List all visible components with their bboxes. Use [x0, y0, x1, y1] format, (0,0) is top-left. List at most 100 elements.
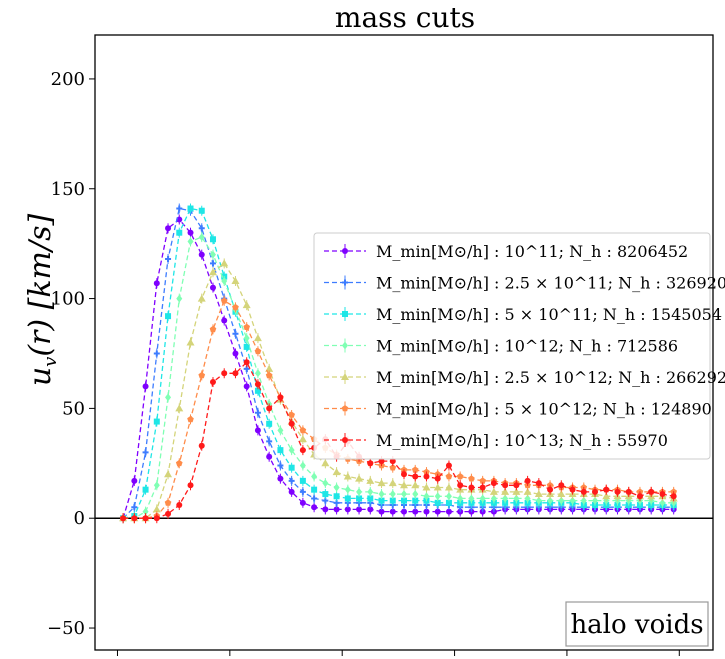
data-point — [400, 481, 408, 489]
data-point — [176, 229, 183, 236]
data-point — [535, 480, 542, 487]
data-point — [468, 475, 475, 482]
data-point — [243, 343, 250, 350]
data-point — [243, 334, 250, 343]
data-point — [524, 494, 531, 503]
series-path — [122, 207, 674, 519]
data-point — [342, 279, 348, 286]
data-point — [411, 481, 420, 489]
data-point — [176, 205, 183, 212]
data-point — [445, 462, 452, 469]
legend: M_min[M⊙/h] : 10^11; N_h : 8206452 M_min[… — [313, 232, 725, 460]
data-point — [378, 490, 385, 499]
data-point — [142, 515, 149, 522]
data-point — [547, 486, 554, 493]
data-point — [636, 493, 643, 500]
data-point — [322, 491, 329, 498]
data-point — [165, 313, 172, 320]
data-point — [356, 487, 363, 496]
data-point — [254, 409, 261, 416]
data-point — [187, 205, 194, 212]
data-point — [221, 277, 228, 285]
data-point — [342, 248, 348, 254]
data-point — [512, 487, 521, 495]
data-point — [434, 508, 441, 515]
data-point — [456, 473, 464, 480]
annotation-box: halo voids — [565, 601, 709, 647]
data-point — [253, 334, 262, 342]
data-point — [423, 508, 430, 515]
data-point — [411, 466, 419, 473]
data-point — [266, 438, 273, 445]
data-point — [502, 494, 509, 503]
data-point — [175, 459, 183, 467]
data-point — [299, 426, 307, 434]
data-point — [513, 494, 520, 503]
data-point — [659, 498, 666, 507]
data-point — [299, 461, 306, 470]
legend-label: M_min[M⊙/h] : 5 × 10^12; N_h : 124890 — [376, 400, 712, 419]
data-point — [221, 370, 228, 377]
data-point — [197, 294, 206, 302]
data-point — [592, 496, 599, 505]
data-point — [367, 506, 374, 513]
data-point — [614, 488, 621, 495]
data-point — [344, 485, 351, 494]
data-point — [232, 370, 239, 377]
data-point — [187, 415, 194, 423]
data-point — [254, 381, 261, 388]
data-point — [648, 488, 655, 495]
data-point — [333, 506, 340, 513]
data-point — [131, 504, 138, 511]
y-axis-label: uv(r) [km/s] — [23, 214, 61, 387]
data-point — [288, 464, 295, 471]
data-point — [254, 369, 261, 378]
data-point — [535, 496, 542, 505]
data-point — [220, 259, 229, 267]
data-point — [479, 484, 486, 491]
legend-label: M_min[M⊙/h] : 10^11; N_h : 8206452 — [376, 242, 688, 261]
data-point — [232, 350, 239, 357]
data-point — [342, 311, 348, 317]
data-point — [412, 508, 419, 515]
data-point — [401, 471, 407, 478]
data-point — [434, 492, 441, 501]
data-point — [434, 499, 441, 506]
y-tick-label: −50 — [47, 618, 85, 639]
data-point — [344, 506, 351, 513]
data-point — [187, 229, 194, 236]
data-point — [670, 493, 677, 500]
data-point — [389, 508, 396, 515]
legend-label: M_min[M⊙/h] : 5 × 10^11; N_h : 1545054 — [376, 305, 722, 324]
data-point — [175, 404, 184, 412]
data-point — [165, 510, 172, 517]
data-point — [243, 383, 250, 390]
data-point — [266, 453, 273, 460]
data-point — [311, 495, 318, 502]
data-point — [401, 497, 407, 504]
data-point — [198, 371, 206, 379]
data-point — [165, 256, 172, 263]
data-point — [198, 207, 205, 214]
data-point — [209, 236, 216, 243]
data-point — [164, 470, 173, 478]
data-point — [423, 473, 430, 480]
data-point — [502, 482, 509, 489]
data-point — [153, 418, 160, 425]
data-point — [277, 426, 284, 435]
data-point — [389, 464, 397, 471]
data-point — [534, 490, 543, 498]
data-point — [243, 359, 250, 366]
data-point — [209, 260, 216, 267]
legend-item: M_min[M⊙/h] : 5 × 10^11; N_h : 1545054 — [324, 305, 722, 324]
data-point — [299, 488, 306, 495]
legend-item: M_min[M⊙/h] : 10^13; N_h : 55970 — [324, 431, 668, 450]
data-point — [187, 482, 194, 489]
data-point — [433, 483, 442, 491]
data-point — [277, 394, 284, 401]
data-point — [445, 499, 452, 506]
data-point — [513, 482, 520, 489]
data-point — [356, 495, 363, 502]
data-point — [131, 515, 138, 522]
data-point — [343, 472, 352, 480]
